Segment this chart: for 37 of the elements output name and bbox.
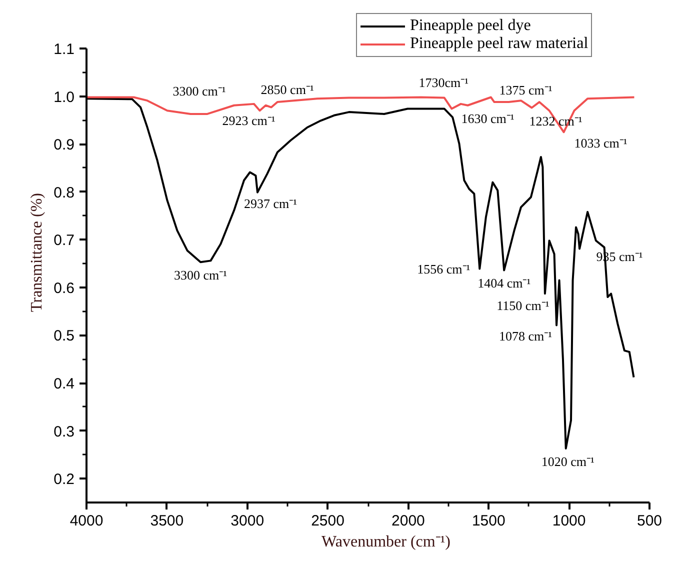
y-tick-label: 0.3 (54, 423, 75, 440)
annotation: 2923 cm⁻¹ (222, 113, 276, 128)
x-tick-label: 1000 (552, 512, 586, 530)
x-tick-label: 3000 (230, 512, 264, 530)
y-tick-label: 0.2 (54, 471, 75, 488)
annotation: 1375 cm⁻¹ (499, 82, 552, 98)
annotation: 2850 cm⁻¹ (260, 82, 314, 97)
x-tick-label: 2000 (392, 512, 425, 530)
annotation: 1404 cm⁻¹ (478, 276, 531, 291)
y-tick-label: 0.8 (54, 184, 75, 202)
annotation: 3300 cm⁻¹ (172, 83, 226, 98)
annotation: 1730cm⁻¹ (418, 75, 469, 90)
y-axis-title: Transmittance (%) (28, 193, 46, 312)
annotation: 1033 cm⁻¹ (574, 136, 628, 151)
annotation: 1556 cm⁻¹ (417, 261, 470, 276)
y-tick-label: 0.7 (54, 232, 75, 250)
y-tick-label: 1.0 (54, 88, 75, 106)
annotation: 3300 cm⁻¹ (174, 268, 228, 283)
x-tick-label: 3500 (150, 512, 184, 530)
line-series (86, 96, 636, 134)
annotation: 1150 cm⁻¹ (496, 298, 550, 314)
y-tick-label: 0.9 (54, 136, 75, 154)
x-tick-label: 2500 (311, 512, 344, 530)
x-tick-label: 1500 (472, 512, 506, 530)
y-tick-label: 0.4 (54, 376, 75, 393)
y-tick-label: 0.6 (54, 280, 75, 297)
annotation: 2937 cm⁻¹ (244, 196, 298, 211)
x-tick-label: 4000 (70, 512, 104, 530)
annotation: 1020 cm⁻¹ (541, 454, 594, 469)
legend-label: Pineapple peel dye (410, 17, 531, 35)
x-axis-title: Wavenumber (cm⁻¹) (322, 534, 450, 550)
x-tick-label: 500 (636, 512, 662, 530)
y-tick-label: 0.5 (54, 328, 75, 345)
annotation: 1078 cm⁻¹ (499, 328, 552, 344)
legend-label: Pineapple peel raw material (410, 35, 588, 53)
annotation: 1630 cm⁻¹ (461, 110, 514, 126)
y-tick-label: 1.1 (54, 41, 75, 58)
